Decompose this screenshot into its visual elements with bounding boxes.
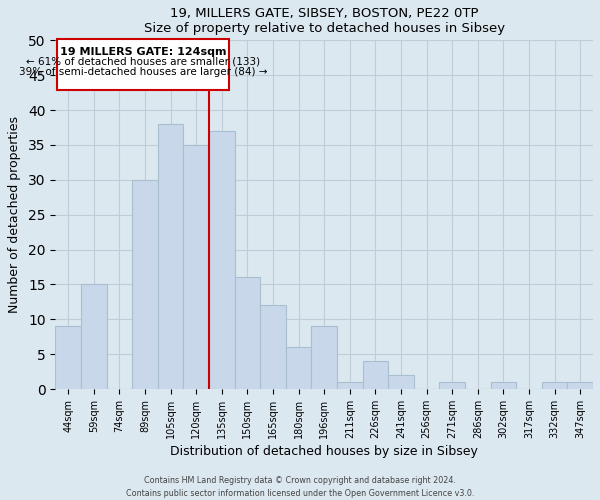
Bar	[55, 326, 81, 389]
Title: 19, MILLERS GATE, SIBSEY, BOSTON, PE22 0TP
Size of property relative to detached: 19, MILLERS GATE, SIBSEY, BOSTON, PE22 0…	[143, 7, 505, 35]
Bar	[81, 284, 107, 389]
Text: 39% of semi-detached houses are larger (84) →: 39% of semi-detached houses are larger (…	[19, 68, 268, 78]
Bar	[542, 382, 568, 389]
FancyBboxPatch shape	[56, 39, 229, 90]
Bar	[286, 347, 311, 389]
Y-axis label: Number of detached properties: Number of detached properties	[8, 116, 21, 313]
Text: 19 MILLERS GATE: 124sqm: 19 MILLERS GATE: 124sqm	[60, 46, 226, 56]
Bar	[388, 375, 414, 389]
Bar	[439, 382, 465, 389]
X-axis label: Distribution of detached houses by size in Sibsey: Distribution of detached houses by size …	[170, 445, 478, 458]
Text: ← 61% of detached houses are smaller (133): ← 61% of detached houses are smaller (13…	[26, 56, 260, 66]
Bar	[311, 326, 337, 389]
Bar	[209, 131, 235, 389]
Bar	[184, 145, 209, 389]
Bar	[235, 278, 260, 389]
Bar	[568, 382, 593, 389]
Bar	[362, 361, 388, 389]
Bar	[158, 124, 184, 389]
Bar	[260, 306, 286, 389]
Bar	[132, 180, 158, 389]
Text: Contains HM Land Registry data © Crown copyright and database right 2024.
Contai: Contains HM Land Registry data © Crown c…	[126, 476, 474, 498]
Bar	[491, 382, 516, 389]
Bar	[337, 382, 362, 389]
